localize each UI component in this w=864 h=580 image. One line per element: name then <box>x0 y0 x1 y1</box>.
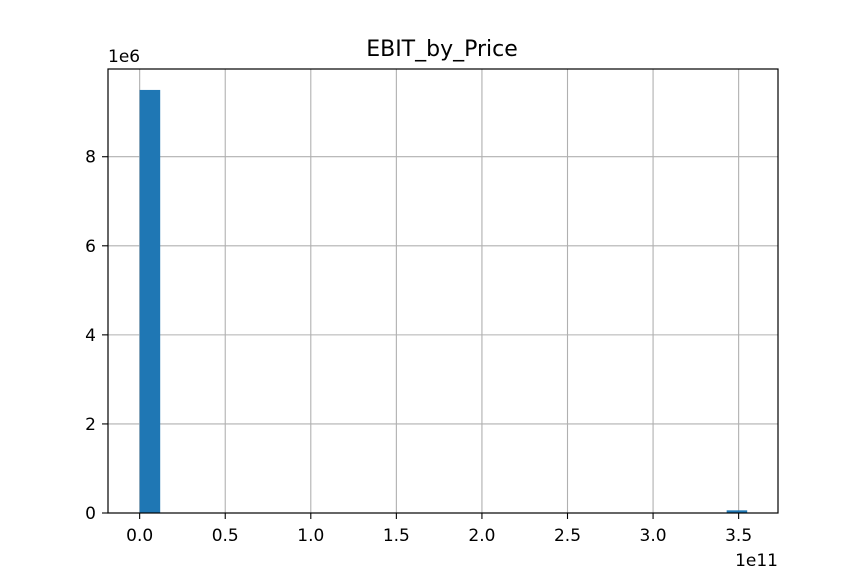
y-tick-label: 8 <box>85 148 96 168</box>
x-tick-label: 3.0 <box>640 526 667 546</box>
x-tick-label: 1.0 <box>297 526 324 546</box>
x-axis: 0.0 0.5 1.0 1.5 2.0 2.5 3.0 3.5 <box>126 513 752 546</box>
x-tick-label: 0.0 <box>126 526 153 546</box>
y-tick-label: 4 <box>85 326 96 346</box>
histogram-bar <box>139 89 161 514</box>
grid-layer <box>108 69 778 514</box>
x-tick-label: 0.5 <box>212 526 239 546</box>
x-tick-label: 2.5 <box>554 526 581 546</box>
y-axis: 0 2 4 6 8 <box>85 148 108 524</box>
y-offset-label: 1e6 <box>108 47 140 67</box>
plot-frame <box>107 68 779 514</box>
x-tick-label: 1.5 <box>383 526 410 546</box>
histogram-bar <box>726 510 748 513</box>
x-offset-label: 1e11 <box>735 551 778 571</box>
x-tick-label: 2.0 <box>468 526 495 546</box>
y-tick-label: 2 <box>85 415 96 435</box>
y-tick-label: 6 <box>85 237 96 257</box>
chart-title: EBIT_by_Price <box>366 37 518 62</box>
x-tick-label: 3.5 <box>725 526 752 546</box>
bar-layer <box>139 89 748 514</box>
y-tick-label: 0 <box>85 504 96 524</box>
